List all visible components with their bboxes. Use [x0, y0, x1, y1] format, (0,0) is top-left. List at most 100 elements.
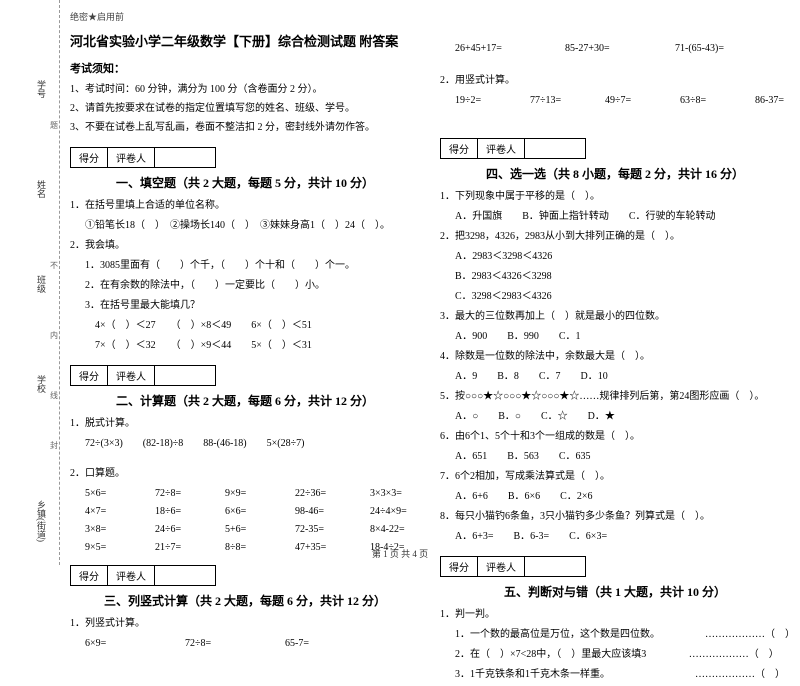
q4-3o: A．900 B．990 C．1: [440, 328, 790, 346]
rt-r2d: 63÷8=: [680, 92, 735, 110]
bind-label-id: 学号: [35, 80, 48, 98]
notice-1: 1、考试时间：60 分钟，满分为 100 分（含卷面分 2 分）。: [70, 82, 420, 98]
q2-stem2: 2．口算题。: [70, 465, 420, 483]
q3-row1: 6×9= 72÷8= 65-7=: [70, 635, 420, 653]
mc-2-0: 3×8=: [85, 521, 135, 539]
binding-area: 乡镇(街道) 学校 班级 姓名 学号 封 线 内 不 题: [0, 0, 60, 565]
mc-1-3: 98-46=: [295, 503, 350, 521]
score-label-2: 得分: [71, 366, 108, 385]
mc-1-1: 18÷6=: [155, 503, 205, 521]
q2-row1: 72÷(3×3) (82-18)÷8 88-(46-18) 5×(28÷7): [70, 435, 420, 453]
q4-7: 7．6个2相加，写成乘法算式是（ ）。: [440, 468, 790, 486]
bind-label-class: 班级: [35, 275, 48, 293]
q3-r1b: 72÷8=: [185, 635, 265, 653]
grader-label-3: 评卷人: [108, 566, 155, 585]
q5-2: 2．在（ ）×7<28中，（ ）里最大应该填3 ………………（ ）: [440, 646, 790, 664]
score-label: 得分: [71, 148, 108, 167]
calc-1d: 5×(28÷7): [267, 435, 305, 453]
q5-stem: 1．判一判。: [440, 606, 790, 624]
grader-label-4: 评卷人: [478, 139, 525, 158]
rt-row1: 26+45+17= 85-27+30= 71-(65-43)=: [440, 40, 790, 58]
q4-5: 5．按○○○★☆○○○★☆○○○★☆……规律排列后第，第24图形应画（ ）。: [440, 388, 790, 406]
section-5-title: 五、判断对与错（共 1 大题，共计 10 分）: [440, 583, 790, 600]
rt-r1b: 85-27+30=: [565, 40, 655, 58]
q3-stem: 1．列竖式计算。: [70, 615, 420, 633]
rt-row2: 19÷2= 77÷13= 49÷7= 63÷8= 86-37=: [440, 92, 790, 110]
exam-title: 河北省实验小学二年级数学【下册】综合检测试题 附答案: [70, 31, 420, 50]
bind-label-township: 乡镇(街道): [35, 500, 48, 542]
q1-r2d2: 7×（ ）＜32 （ ）×9＜44 5×（ ）＜31: [70, 337, 420, 355]
score-label-4: 得分: [441, 139, 478, 158]
rt-r2c: 49÷7=: [605, 92, 660, 110]
mc-2-4: 8×4-22=: [370, 521, 405, 539]
mc-0-0: 5×6=: [85, 485, 135, 503]
section-2-title: 二、计算题（共 2 大题，每题 6 分，共计 12 分）: [70, 392, 420, 409]
score-blank-4: [525, 139, 585, 158]
q1-stem: 1．在括号里填上合适的单位名称。: [70, 197, 420, 215]
q3-r1a: 6×9=: [85, 635, 165, 653]
score-label-3: 得分: [71, 566, 108, 585]
mc-0-1: 72÷8=: [155, 485, 205, 503]
q4-3: 3．最大的三位数再加上（ ）就是最小的四位数。: [440, 308, 790, 326]
mc-2-3: 72-35=: [295, 521, 350, 539]
rt-r1a: 26+45+17=: [455, 40, 545, 58]
mc-0-3: 22÷36=: [295, 485, 350, 503]
q4-6: 6．由6个1、5个十和3个一组成的数是（ ）。: [440, 428, 790, 446]
q4-4: 4．除数是一位数的除法中，余数最大是（ ）。: [440, 348, 790, 366]
q1-stem2: 2．我会填。: [70, 237, 420, 255]
mc-2-1: 24÷6=: [155, 521, 205, 539]
rt-r2e: 86-37=: [755, 92, 784, 110]
q2-stem: 1．脱式计算。: [70, 415, 420, 433]
bind-label-name: 姓名: [35, 180, 48, 198]
score-box-3: 得分 评卷人: [70, 565, 216, 586]
rt-stem2: 2．用竖式计算。: [440, 72, 790, 90]
bind-label-school: 学校: [35, 375, 48, 393]
score-box-4: 得分 评卷人: [440, 138, 586, 159]
rt-r2a: 19÷2=: [455, 92, 510, 110]
calc-1b: (82-18)÷8: [143, 435, 183, 453]
score-blank-3: [155, 566, 215, 585]
q1-r2b: 2．在有余数的除法中，（ ）一定要比（ ）小。: [70, 277, 420, 295]
section-1-title: 一、填空题（共 2 大题，每题 5 分，共计 10 分）: [70, 174, 420, 191]
q4-1o: A．升国旗 B．钟面上指针转动 C．行驶的车轮转动: [440, 208, 790, 226]
q4-2a: A．2983＜3298＜4326: [440, 248, 790, 266]
mc-2-2: 5+6=: [225, 521, 275, 539]
score-blank-2: [155, 366, 215, 385]
notice-2: 2、请首先按要求在试卷的指定位置填写您的姓名、班级、学号。: [70, 101, 420, 117]
grader-label-2: 评卷人: [108, 366, 155, 385]
q4-6o: A．651 B．563 C．635: [440, 448, 790, 466]
q4-2b: B．2983＜4326＜3298: [440, 268, 790, 286]
q4-4o: A．9 B．8 C．7 D．10: [440, 368, 790, 386]
q1-row1: ①铅笔长18（ ） ②操场长140（ ） ③妹妹身高1（ ）24（ ）。: [70, 217, 420, 235]
section-4-title: 四、选一选（共 8 小题，每题 2 分，共计 16 分）: [440, 165, 790, 182]
notice-3: 3、不要在试卷上乱写乱画，卷面不整洁扣 2 分，密封线外请勿作答。: [70, 120, 420, 136]
grader-label: 评卷人: [108, 148, 155, 167]
q2-m-r2: 3×8= 24÷6= 5+6= 72-35= 8×4-22=: [70, 521, 420, 539]
rt-r2b: 77÷13=: [530, 92, 585, 110]
calc-1c: 88-(46-18): [203, 435, 246, 453]
seal-char-6: 题: [50, 120, 58, 131]
secret-label: 绝密★启用前: [70, 10, 420, 23]
q4-5o: A．○ B．○ C．☆ D．★: [440, 408, 790, 426]
score-box-1: 得分 评卷人: [70, 147, 216, 168]
q4-1: 1．下列现象中属于平移的是（ ）。: [440, 188, 790, 206]
notice-title: 考试须知：: [70, 60, 420, 76]
q1-r2a: 1．3085里面有（ ）个千，（ ）个十和（ ）个一。: [70, 257, 420, 275]
q4-7o: A．6+6 B．6×6 C．2×6: [440, 488, 790, 506]
mc-0-4: 3×3×3=: [370, 485, 402, 503]
rt-r1c: 71-(65-43)=: [675, 40, 724, 58]
seal-char-2: 线: [50, 390, 58, 401]
page-content: 绝密★启用前 河北省实验小学二年级数学【下册】综合检测试题 附答案 考试须知： …: [70, 10, 790, 686]
seal-char-4: 不: [50, 260, 58, 271]
q5-1: 1．一个数的最高位是万位，这个数是四位数。 ………………（ ）: [440, 626, 790, 644]
q4-8: 8．每只小猫钓6条鱼，3只小猫钓多少条鱼？列算式是（ ）。: [440, 508, 790, 526]
seal-char-3: 内: [50, 330, 58, 341]
q1-r2d1: 4×（ ）＜27 （ ）×8＜49 6×（ ）＜51: [70, 317, 420, 335]
mc-1-4: 24÷4×9=: [370, 503, 407, 521]
q2-m-r1: 4×7= 18÷6= 6×6= 98-46= 24÷4×9=: [70, 503, 420, 521]
page-footer: 第 1 页 共 4 页: [0, 547, 800, 560]
q3-r1c: 65-7=: [285, 635, 309, 653]
seal-char-1: 封: [50, 440, 58, 451]
q5-3: 3．1千克铁条和1千克木条一样重。 ………………（ ）: [440, 666, 790, 684]
score-blank: [155, 148, 215, 167]
